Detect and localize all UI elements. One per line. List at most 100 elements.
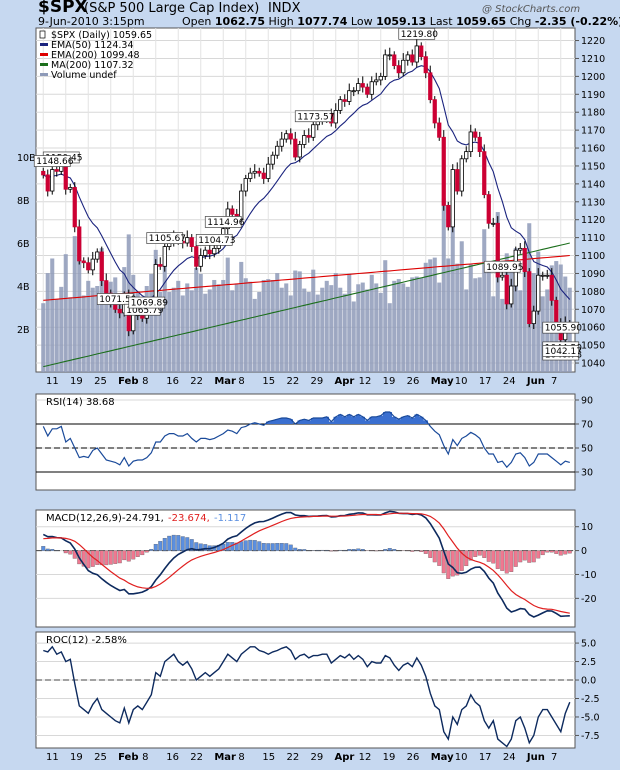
macd-histogram-bar (41, 546, 46, 551)
volume-bar (365, 289, 370, 372)
macd-histogram-bar (531, 550, 536, 563)
volume-bar (104, 283, 109, 372)
legend-swatch (40, 63, 48, 66)
macd-histogram-bar (198, 543, 203, 551)
legend-entry: EMA(50) 1124.34 (51, 40, 134, 51)
volume-bar (86, 280, 91, 372)
volume-bar (504, 253, 509, 372)
volume-bar (419, 277, 424, 372)
rsi-overbought-fill (419, 416, 424, 424)
candlestick (104, 280, 109, 294)
macd-histogram-bar (162, 538, 167, 551)
volume-axis-label: 8B (17, 196, 30, 207)
rsi-overbought-fill (356, 414, 361, 424)
volume-bar (392, 280, 397, 372)
roc-y-tick-label: -2.5 (581, 694, 600, 705)
macd-line (42, 510, 570, 618)
bottom-x-axis-tick-label: 22 (190, 752, 203, 763)
candlestick (504, 274, 509, 305)
x-axis-tick-label: 29 (311, 376, 324, 387)
macd-histogram-bar (522, 550, 527, 561)
volume-bar (315, 294, 320, 372)
candlestick (198, 255, 203, 267)
low-label: Low (350, 15, 373, 28)
price-annotation-box (33, 155, 71, 167)
candlestick (279, 138, 284, 147)
macd-histogram-bar (288, 544, 293, 551)
price-y-tick-label: 1090 (581, 269, 605, 280)
volume-bar (432, 257, 437, 372)
candlestick (131, 314, 136, 332)
bottom-x-axis-tick-label: 10 (455, 752, 468, 763)
volume-bar (248, 281, 253, 372)
macd-histogram-bar (473, 550, 478, 557)
candlestick (302, 135, 307, 145)
rsi-y-tick-label: 90 (581, 396, 593, 407)
candlestick (491, 222, 496, 225)
candlestick (90, 258, 95, 271)
price-annotation-box (146, 232, 184, 244)
x-axis-tick-label: Mar (214, 376, 236, 387)
high-label: High (268, 15, 294, 28)
candlestick (77, 226, 82, 262)
candlestick (495, 222, 500, 278)
volume-bar (360, 282, 365, 372)
rsi-overbought-fill (315, 418, 320, 424)
macd-histogram-bar (221, 543, 226, 551)
bottom-x-axis-tick-label: 25 (94, 752, 107, 763)
price-annotation-box (294, 110, 332, 123)
macd-histogram-bar (176, 535, 181, 551)
macd-histogram-bar (117, 550, 122, 564)
volume-bar (311, 269, 316, 372)
rsi-overbought-fill (279, 418, 284, 424)
macd-histogram-bar (455, 550, 460, 576)
candlestick (347, 90, 352, 102)
macd-histogram-bar (392, 549, 397, 551)
volume-bar (167, 292, 172, 372)
candlestick (95, 251, 100, 260)
price-annotation-label: 1219.80 (401, 30, 438, 40)
candlestick (419, 45, 424, 58)
candlestick (374, 79, 379, 83)
volume-bar (329, 285, 334, 372)
macd-histogram-bar (437, 550, 442, 566)
x-axis-tick-label: 19 (383, 376, 396, 387)
bottom-x-axis-tick-label: 29 (311, 752, 324, 763)
candlestick (99, 251, 104, 282)
x-axis-tick-label: 7 (551, 376, 557, 387)
candlestick (203, 249, 208, 256)
macd-histogram-bar (558, 550, 563, 556)
x-axis-tick-label: May (431, 376, 454, 387)
price-y-tick-label: 1060 (581, 323, 605, 334)
candlestick (387, 54, 392, 57)
x-axis-tick-label: 11 (46, 376, 59, 387)
candlestick (441, 136, 446, 206)
last-value: 1059.65 (456, 15, 507, 28)
candlestick (545, 274, 550, 277)
macd-histogram-bar (167, 535, 172, 551)
volume-bar (509, 261, 514, 372)
x-axis-tick-label: 16 (166, 376, 179, 387)
volume-bar (45, 273, 50, 372)
watermark-logo: @ StockCharts.com (482, 4, 581, 15)
rsi-overbought-fill (324, 416, 329, 424)
candlestick (257, 170, 262, 174)
volume-bar (63, 254, 68, 372)
high-value: 1077.74 (297, 15, 348, 28)
candlestick (518, 247, 523, 251)
rsi-overbought-fill (351, 416, 356, 424)
rsi-overbought-fill (410, 418, 415, 424)
candlestick (405, 54, 410, 61)
rsi-overbought-fill (374, 416, 379, 424)
volume-axis-label: 6B (17, 239, 30, 250)
ema200-line (43, 254, 570, 301)
candlestick (81, 260, 86, 264)
index-name: (S&P 500 Large Cap Index) (84, 1, 260, 16)
macd-histogram-bar (302, 549, 307, 551)
macd-y-tick-label: 10 (581, 522, 593, 533)
volume-bar (41, 303, 46, 372)
volume-bar (356, 284, 361, 372)
volume-bar (270, 279, 275, 372)
macd-histogram-bar (252, 540, 257, 551)
legend-entry: $SPX (Daily) 1059.65 (51, 30, 152, 41)
